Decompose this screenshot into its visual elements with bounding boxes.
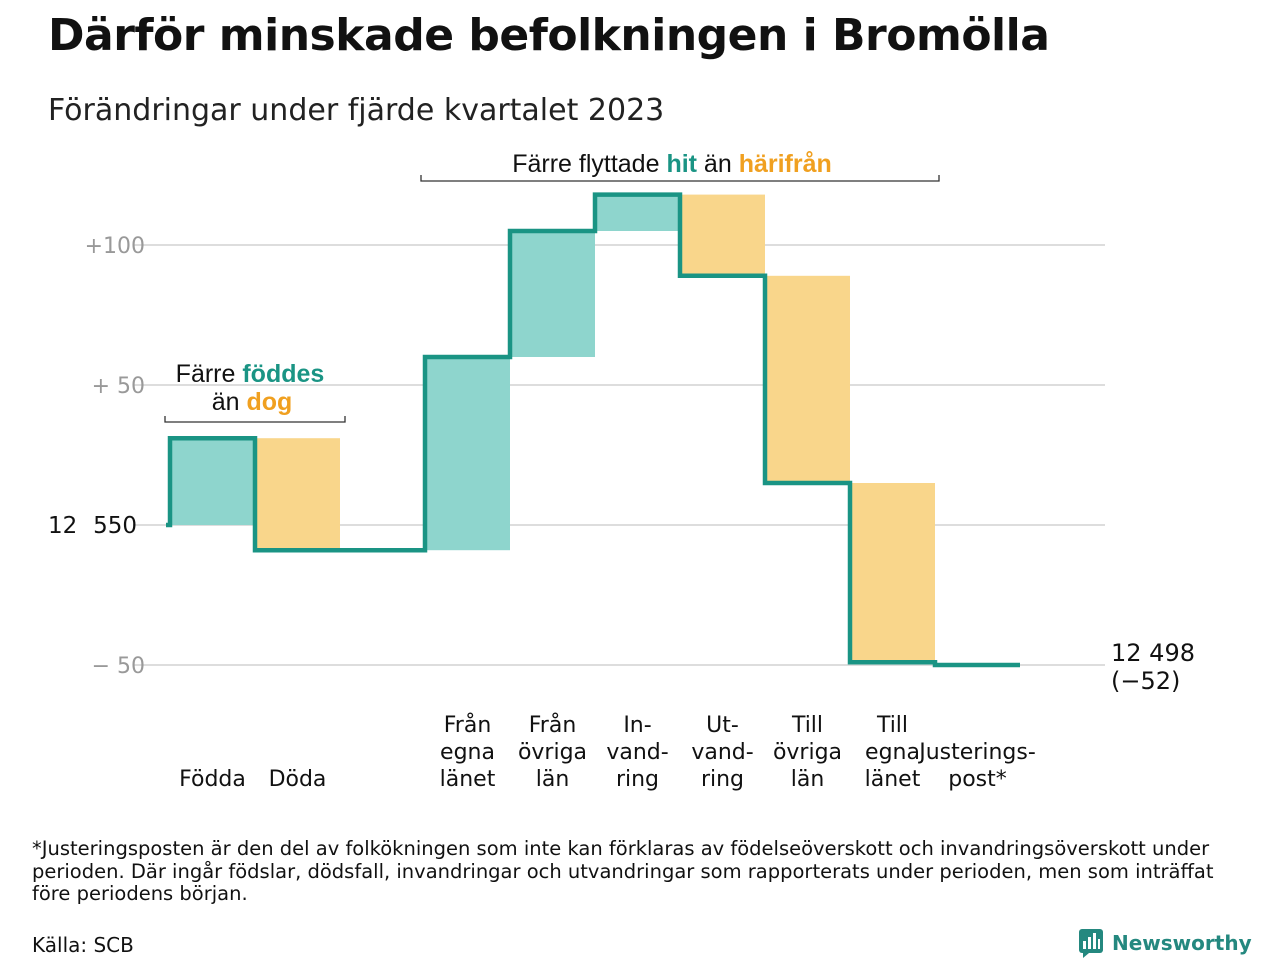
bar-increase: [510, 231, 595, 357]
annotation-births-bracket: [164, 416, 346, 423]
brand-name: Newsworthy: [1112, 931, 1252, 955]
category-label: vand-: [606, 740, 668, 765]
chart-title: Därför minskade befolkningen i Bromölla: [48, 10, 1050, 61]
category-label: Födda: [179, 767, 246, 792]
category-label: egna: [440, 740, 495, 765]
category-label: vand-: [691, 740, 753, 765]
category-label: Döda: [269, 767, 327, 792]
start-label-prefix: 12: [48, 513, 77, 539]
category-label: ring: [616, 767, 659, 792]
y-tick-label: − 50: [92, 654, 145, 679]
newsworthy-logo-icon: [1079, 929, 1103, 958]
category-label: Från: [529, 712, 577, 738]
category-label: Till: [791, 713, 823, 738]
category-label: län: [791, 767, 825, 792]
bar-decrease: [850, 483, 935, 663]
step-line: [166, 192, 1020, 668]
bar-decrease: [680, 194, 765, 276]
end-change-label: (−52): [1111, 667, 1180, 695]
source-text: Källa: SCB: [32, 933, 134, 957]
category-label: länet: [865, 767, 921, 792]
annotation-migration-bracket: [420, 175, 940, 182]
y-tick-label: + 50: [92, 374, 145, 399]
category-label: In-: [623, 713, 651, 738]
chart-subtitle: Förändringar under fjärde kvartalet 2023: [48, 93, 665, 128]
category-label: Från: [444, 712, 492, 738]
brand-logo[interactable]: Newsworthy: [1078, 928, 1252, 958]
category-label: Till: [876, 713, 908, 738]
category-label: post*: [948, 767, 1007, 792]
category-label: egna: [865, 740, 920, 765]
bar-decrease: [765, 275, 850, 483]
category-label: Ut-: [706, 713, 739, 738]
end-value-label: 12 498: [1111, 639, 1195, 667]
start-label-value: 550: [93, 513, 137, 539]
bar-increase: [170, 438, 255, 525]
category-label: ring: [701, 767, 744, 792]
category-label: övriga: [518, 740, 587, 765]
annotation-migration-text: Färre flyttade hit än härifrån: [512, 150, 832, 178]
bar-increase: [425, 357, 510, 551]
annotation-births-line1: Färre föddes: [176, 360, 325, 388]
annotation-migration: Färre flyttade hit än härifrån: [420, 150, 940, 182]
category-label: länet: [440, 767, 496, 792]
footnote: *Justeringsposten är den del av folkökni…: [32, 837, 1214, 905]
category-label: Justerings-: [917, 740, 1036, 765]
bar-decrease: [255, 438, 340, 551]
annotation-births-line2: än dog: [212, 388, 293, 416]
y-tick-label: +100: [85, 234, 145, 259]
category-label: övriga: [773, 740, 842, 765]
category-label: län: [536, 767, 570, 792]
bar-increase: [595, 194, 680, 231]
